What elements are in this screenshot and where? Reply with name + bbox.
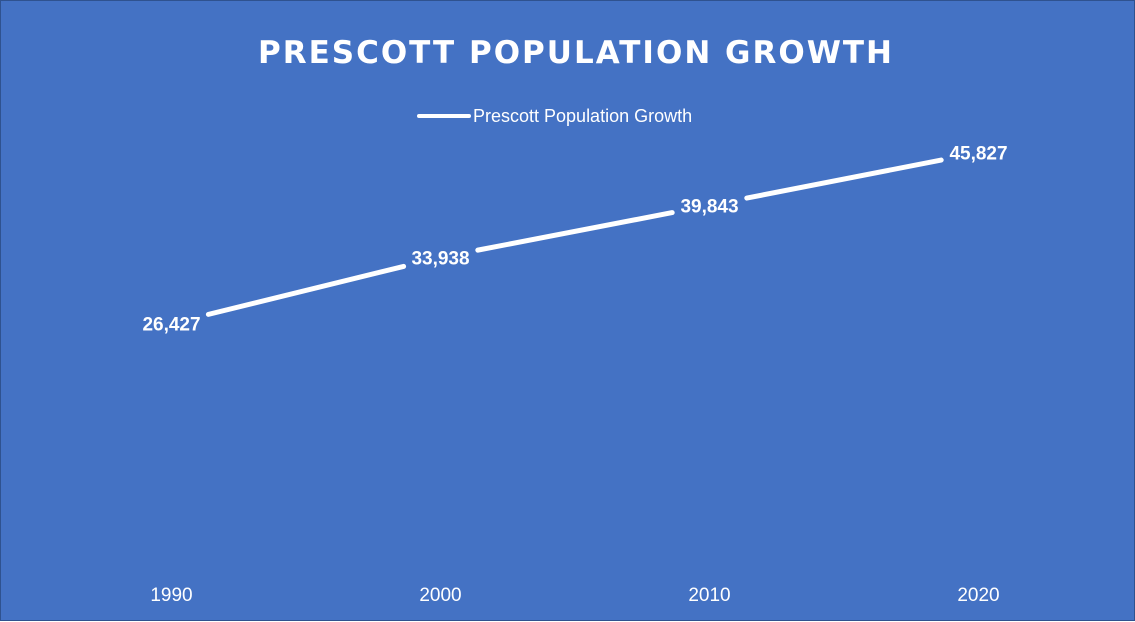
legend-series-label: Prescott Population Growth: [473, 106, 692, 126]
x-tick-label-2010: 2010: [688, 585, 730, 606]
x-tick-label-2020: 2020: [957, 585, 999, 606]
series-lines: [205, 157, 944, 317]
series-line-segment: [205, 263, 407, 317]
x-tick-label-2000: 2000: [419, 585, 461, 606]
data-label-2000: 33,938: [411, 248, 469, 269]
data-labels: 26,427 33,938 39,843 45,827: [142, 144, 1007, 336]
x-axis-tick-labels: 1990 2000 2010 2020: [150, 585, 999, 606]
legend: Prescott Population Growth: [417, 106, 692, 126]
data-label-2010: 39,843: [680, 196, 738, 217]
chart-title: PRESCOTT POPULATION GROWTH: [258, 35, 894, 71]
series-line-segment: [744, 157, 944, 201]
series-line-segment: [475, 210, 675, 253]
x-tick-label-1990: 1990: [150, 585, 192, 606]
data-label-2020: 45,827: [949, 144, 1007, 165]
drop-lines: [170, 166, 980, 556]
data-label-1990: 26,427: [142, 314, 200, 335]
